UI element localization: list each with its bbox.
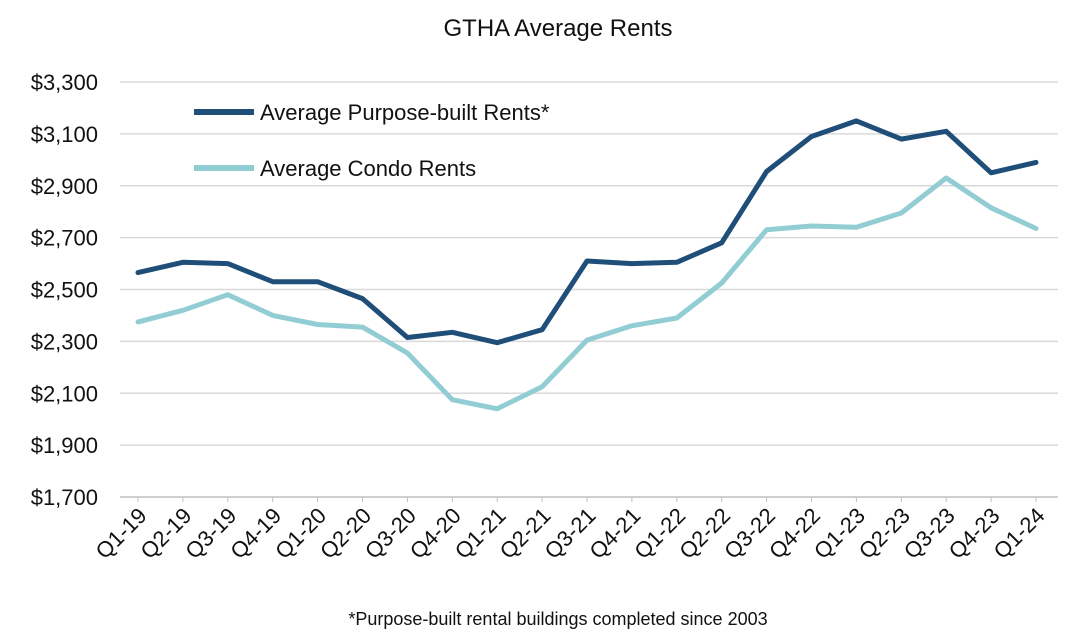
y-axis: $1,700 $1,900 $2,100 $2,300 $2,500 $2,700 $2,9… xyxy=(31,70,98,510)
x-tick-label: Q2-19 xyxy=(136,503,197,564)
series-lines xyxy=(135,118,1039,412)
x-tick-label: Q1-21 xyxy=(450,503,511,564)
x-tick-label: Q3-23 xyxy=(899,503,960,564)
y-tick-label: $2,500 xyxy=(31,278,98,303)
legend: Average Purpose-built Rents* Average Con… xyxy=(194,100,550,181)
x-tick-label: Q3-20 xyxy=(360,503,421,564)
y-tick-label: $3,300 xyxy=(31,70,98,95)
legend-label-purpose-built: Average Purpose-built Rents* xyxy=(260,100,550,125)
x-axis: Q1-19Q2-19Q3-19Q4-19Q1-20Q2-20Q3-20Q4-20… xyxy=(91,497,1050,564)
y-tick-label: $2,300 xyxy=(31,329,98,354)
x-tick-label: Q4-20 xyxy=(405,503,466,564)
x-tick-label: Q2-21 xyxy=(495,503,556,564)
footnote: *Purpose-built rental buildings complete… xyxy=(348,609,767,629)
x-tick-label: Q4-19 xyxy=(225,503,286,564)
gridlines xyxy=(120,81,1058,498)
x-tick-label: Q4-22 xyxy=(764,503,825,564)
x-tick-label: Q2-20 xyxy=(315,503,376,564)
x-tick-label: Q1-22 xyxy=(629,503,690,564)
y-tick-label: $2,900 xyxy=(31,174,98,199)
x-tick-label: Q4-21 xyxy=(585,503,646,564)
x-tick-label: Q3-19 xyxy=(180,503,241,564)
x-tick-label: Q3-22 xyxy=(719,503,780,564)
chart-title: GTHA Average Rents xyxy=(443,15,672,42)
x-tick-label: Q4-23 xyxy=(944,503,1005,564)
y-tick-label: $1,900 xyxy=(31,433,98,458)
x-tick-label: Q1-24 xyxy=(989,503,1050,564)
y-tick-label: $1,700 xyxy=(31,485,98,510)
y-tick-label: $3,100 xyxy=(31,122,98,147)
series-line-purpose-built xyxy=(135,118,1039,346)
x-tick-label: Q1-19 xyxy=(91,503,152,564)
x-tick-label: Q3-21 xyxy=(540,503,601,564)
y-tick-label: $2,700 xyxy=(31,226,98,251)
legend-label-condo: Average Condo Rents xyxy=(260,156,476,181)
x-tick-label: Q1-20 xyxy=(270,503,331,564)
x-tick-label: Q1-23 xyxy=(809,503,870,564)
x-tick-label: Q2-23 xyxy=(854,503,915,564)
x-tick-label: Q2-22 xyxy=(674,503,735,564)
y-tick-label: $2,100 xyxy=(31,381,98,406)
series-line-condo xyxy=(135,175,1039,412)
